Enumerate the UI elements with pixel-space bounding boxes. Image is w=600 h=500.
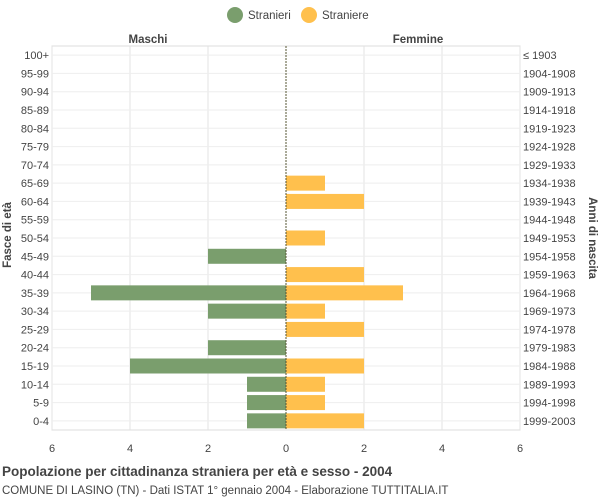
age-group-label: 15-19 [21,361,49,373]
bar-female-60-64 [286,193,364,209]
birth-year-label: 1949-1953 [523,233,576,245]
age-group-label: 55-59 [21,215,49,227]
bar-male-20-24 [208,340,286,356]
birth-year-label: 1939-1943 [523,196,576,208]
bars [91,46,403,430]
age-group-label: 40-44 [21,270,49,282]
y-axis-title-right: Anni di nascita [586,197,598,279]
birth-year-label: 1934-1938 [523,178,576,190]
birth-year-label: 1999-2003 [523,416,576,428]
bar-female-30-34 [286,303,325,319]
birth-year-label: 1959-1963 [523,270,576,282]
x-tick-label: 4 [127,443,133,455]
birth-year-label: 1979-1983 [523,343,576,355]
bar-female-5-9 [286,395,325,411]
age-group-label: 65-69 [21,178,49,190]
bar-female-0-4 [286,413,364,429]
birth-year-label: 1989-1993 [523,379,576,391]
age-group-label: 5-9 [33,398,49,410]
age-group-label: 25-29 [21,324,49,336]
age-group-label: 45-49 [21,251,49,263]
age-group-label: 0-4 [33,416,49,428]
birth-year-label: 1914-1918 [523,105,576,117]
bar-male-0-4 [247,413,286,429]
age-group-label: 100+ [24,50,49,62]
age-group-label: 75-79 [21,142,49,154]
age-group-label: 80-84 [21,123,49,135]
birth-year-label: 1919-1923 [523,123,576,135]
legend-swatch-stranieri [227,7,243,23]
age-group-label: 50-54 [21,233,49,245]
birth-year-label: 1994-1998 [523,398,576,410]
bar-male-15-19 [130,358,286,374]
legend-label-straniere: Straniere [322,10,369,22]
age-group-label: 70-74 [21,160,49,172]
bar-male-5-9 [247,395,286,411]
birth-year-label: 1929-1933 [523,160,576,172]
birth-year-label: 1944-1948 [523,215,576,227]
bar-female-50-54 [286,230,325,246]
birth-year-label: 1969-1973 [523,306,576,318]
bar-female-10-14 [286,376,325,392]
x-tick-label: 0 [283,443,289,455]
legend: Stranieri Straniere [227,7,369,23]
birth-year-label: 1964-1968 [523,288,576,300]
age-group-label: 85-89 [21,105,49,117]
bar-female-15-19 [286,358,364,374]
legend-label-stranieri: Stranieri [248,10,291,22]
bar-female-35-39 [286,285,403,301]
x-tick-label: 4 [439,443,445,455]
x-tick-label: 2 [361,443,367,455]
x-tick-label: 6 [517,443,523,455]
bar-male-10-14 [247,376,286,392]
males-header: Maschi [129,34,168,46]
x-tick-label: 6 [49,443,55,455]
age-group-label: 95-99 [21,68,49,80]
birth-year-label: 1954-1958 [523,251,576,263]
chart-title: Popolazione per cittadinanza straniera p… [2,464,393,479]
age-group-label: 20-24 [21,343,49,355]
birth-year-label: ≤ 1903 [523,50,557,62]
age-group-label: 30-34 [21,306,49,318]
x-tick-label: 2 [205,443,211,455]
age-group-label: 35-39 [21,288,49,300]
age-group-label: 60-64 [21,196,49,208]
y-axis-title-left: Fasce di età [2,201,14,267]
females-header: Femmine [393,34,444,46]
bar-female-40-44 [286,267,364,283]
birth-year-label: 1904-1908 [523,68,576,80]
birth-year-label: 1974-1978 [523,324,576,336]
bar-male-35-39 [91,285,286,301]
age-group-labels: 100+ 95-99 90-94 85-89 80-84 75-79 70-74 65-69 6… [21,50,49,428]
birth-year-labels: ≤ 1903 1904-1908 1909-1913 1914-1918 1919-19… [523,50,576,428]
x-tick-labels: 6 4 2 0 2 4 6 [49,443,523,455]
age-group-label: 10-14 [21,379,49,391]
bar-male-45-49 [208,248,286,264]
bar-female-25-29 [286,321,364,337]
birth-year-label: 1909-1913 [523,87,576,99]
bar-female-65-69 [286,175,325,191]
legend-swatch-straniere [301,7,317,23]
birth-year-label: 1984-1988 [523,361,576,373]
birth-year-label: 1924-1928 [523,142,576,154]
chart-subtitle: COMUNE DI LASINO (TN) - Dati ISTAT 1° ge… [2,485,449,497]
age-group-label: 90-94 [21,87,49,99]
bar-male-30-34 [208,303,286,319]
